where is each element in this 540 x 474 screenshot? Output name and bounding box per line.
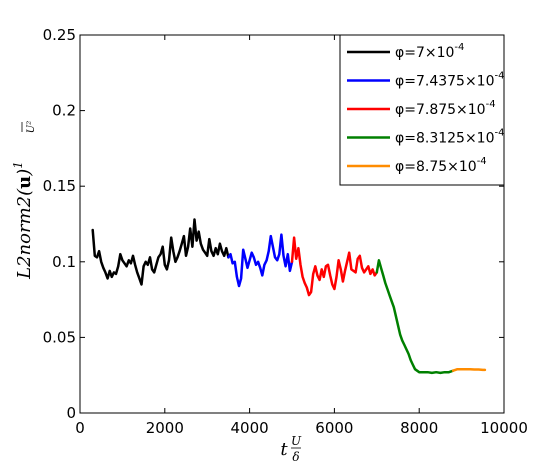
series-line-4 bbox=[375, 259, 455, 375]
series-line-5 bbox=[451, 367, 487, 372]
y-tick-label: 0.05 bbox=[43, 328, 76, 346]
y-axis-label: L2norm2(u)1 U² bbox=[11, 121, 37, 280]
series-line-1 bbox=[91, 218, 230, 286]
y-tick-label: 0.2 bbox=[52, 102, 76, 120]
legend-label: φ=8.75×10-4 bbox=[395, 156, 487, 175]
x-tick-label: 0 bbox=[75, 419, 85, 437]
x-tick-label: 8000 bbox=[400, 419, 438, 437]
x-axis-label: t U δ bbox=[280, 434, 302, 464]
x-tick-label: 10000 bbox=[480, 419, 528, 437]
x-tick-label: 4000 bbox=[231, 419, 269, 437]
legend-label: φ=8.3125×10-4 bbox=[395, 128, 504, 147]
svg-text:t: t bbox=[280, 439, 288, 460]
x-tick-label: 2000 bbox=[146, 419, 184, 437]
y-axis: 0 0.05 0.1 0.15 0.2 0.25 bbox=[43, 26, 504, 422]
svg-text:U²: U² bbox=[26, 121, 37, 133]
y-tick-label: 0.25 bbox=[43, 26, 76, 44]
series-line-2 bbox=[227, 233, 294, 288]
y-tick-label: 0.15 bbox=[43, 177, 76, 195]
series-group bbox=[91, 218, 487, 375]
svg-text:L2norm2(u)1: L2norm2(u)1 bbox=[11, 161, 35, 280]
legend-label: φ=7.875×10-4 bbox=[395, 99, 496, 118]
svg-text:δ: δ bbox=[292, 450, 299, 464]
y-tick-label: 0.1 bbox=[52, 253, 76, 271]
legend-label: φ=7.4375×10-4 bbox=[395, 71, 504, 90]
legend: φ=7×10-4 φ=7.4375×10-4 φ=7.875×10-4 φ=8.312… bbox=[339, 34, 505, 186]
svg-text:U: U bbox=[291, 434, 302, 448]
y-tick-label: 0 bbox=[66, 404, 76, 422]
legend-label: φ=7×10-4 bbox=[395, 42, 464, 61]
series-line-3 bbox=[290, 236, 379, 297]
x-tick-label: 6000 bbox=[315, 419, 353, 437]
